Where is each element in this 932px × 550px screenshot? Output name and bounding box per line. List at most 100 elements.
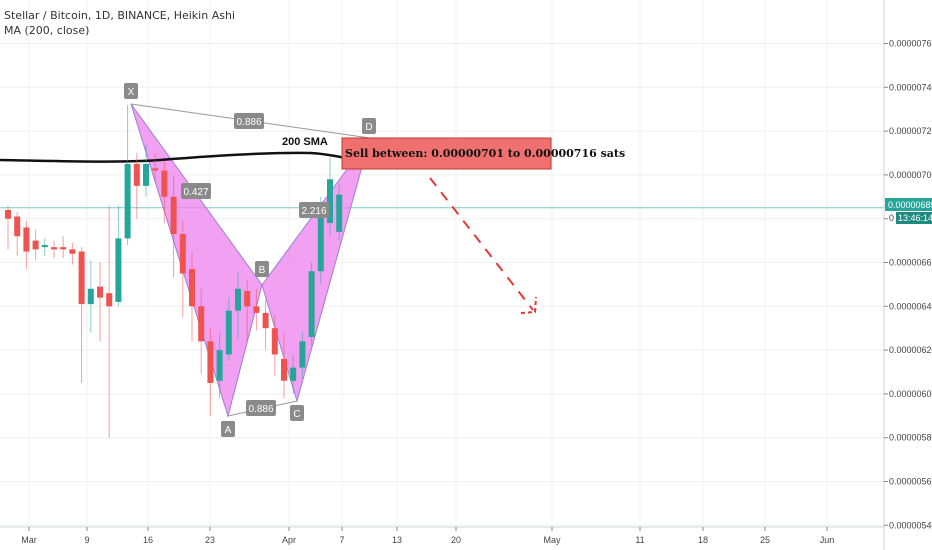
ratio-label: 0.886 <box>236 117 261 128</box>
candle-body <box>281 358 287 381</box>
ratio-label: 0.427 <box>183 187 208 198</box>
candle-body <box>299 341 306 368</box>
x-tick-label: May <box>543 535 561 545</box>
y-tick-label: 0.00000760 <box>889 39 932 49</box>
candle-body <box>78 251 85 305</box>
x-tick-label: 18 <box>698 535 708 545</box>
pattern-triangle-xab <box>130 103 263 418</box>
ratio-box <box>246 400 276 416</box>
candle-body <box>115 238 122 302</box>
point-label-box-B <box>255 261 269 277</box>
point-label-box-D <box>362 118 376 134</box>
projection-arrow <box>429 177 537 314</box>
candle-body <box>97 286 103 298</box>
y-tick-label: 0.00000700 <box>889 170 932 180</box>
x-tick-label: Mar <box>21 535 37 545</box>
candle-body <box>235 288 241 311</box>
y-tick-label: 0.00000720 <box>889 126 932 136</box>
candle-body <box>225 310 232 355</box>
candle-body <box>262 312 269 329</box>
candle-body <box>23 227 30 252</box>
pattern-labels: X A B C D 0.886 0.427 0.886 2.216 Sell between: 0… <box>124 83 625 437</box>
candle-body <box>106 293 113 307</box>
sma-line: 200 SMA <box>0 136 356 163</box>
y-tick-label: 0.00000620 <box>889 345 932 355</box>
candles <box>5 104 343 438</box>
candle-body <box>253 306 260 313</box>
x-axis[interactable]: Mar 9 16 23 Apr 7 13 20 May 11 18 25 Jun <box>0 526 884 545</box>
candle-body <box>308 271 315 337</box>
point-label-box-C <box>290 405 304 421</box>
x-tick-label: 11 <box>635 535 644 545</box>
y-tick-label: 0.00000600 <box>889 389 932 399</box>
candle-body <box>60 247 67 250</box>
symbol-title: Stellar / Bitcoin, 1D, BINANCE, Heikin A… <box>4 9 235 22</box>
sma-200-line <box>0 151 356 163</box>
candle-body <box>69 249 76 254</box>
point-label-D: D <box>365 122 372 133</box>
countdown-tag <box>896 212 932 224</box>
harmonic-pattern <box>130 103 371 418</box>
candle-body <box>198 306 205 342</box>
candle-body <box>41 244 48 248</box>
x-tick-label: Jun <box>820 535 835 545</box>
candle-body <box>170 196 177 235</box>
ratio-label: 0.886 <box>248 404 273 415</box>
sell-box <box>341 137 552 170</box>
candle-body <box>207 341 214 383</box>
candle-body <box>87 288 94 305</box>
grid <box>0 0 884 527</box>
ratio-box <box>234 113 264 129</box>
x-tick-label: 16 <box>143 535 153 545</box>
ratio-box <box>299 202 329 218</box>
candle-body <box>152 168 159 171</box>
candle-body <box>271 328 278 355</box>
x-tick-label: 25 <box>760 535 770 545</box>
candle-body <box>189 269 195 307</box>
y-tick-label: 0.00000580 <box>889 433 932 443</box>
x-tick-label: Apr <box>282 535 296 545</box>
x-tick-label: 20 <box>451 535 461 545</box>
candle-body <box>161 170 168 197</box>
point-label-X: X <box>128 87 135 98</box>
price-tag-label: 0.00000685 <box>888 200 932 210</box>
sell-annotation: Sell between: 0.00000701 to 0.00000716 s… <box>345 147 625 160</box>
y-tick-label: 0.00000560 <box>889 477 932 487</box>
candle-body <box>133 163 140 186</box>
candle-body <box>51 247 57 250</box>
indicator-title: MA (200, close) <box>4 24 90 37</box>
candle-body <box>32 240 39 250</box>
point-label-A: A <box>225 425 232 436</box>
candle-body <box>290 367 297 381</box>
y-tick-label-partial: 0 <box>889 213 894 223</box>
candle-body <box>143 163 149 186</box>
y-axis[interactable]: 0.00000760 0.00000740 0.00000720 0.00000700… <box>883 0 932 550</box>
candle-body <box>216 350 223 381</box>
countdown-label: 13:46:14 <box>898 213 932 223</box>
price-tag <box>885 198 932 211</box>
candle-body <box>124 163 131 239</box>
x-tick-label: 23 <box>205 535 215 545</box>
x-tick-label: 13 <box>392 535 402 545</box>
point-label-C: C <box>293 409 300 420</box>
point-label-box-X <box>124 83 138 99</box>
pattern-triangle-bcd <box>261 137 371 403</box>
x-tick-label: 9 <box>84 535 89 545</box>
ratio-box <box>181 183 211 199</box>
point-label-B: B <box>259 265 266 276</box>
candle-body <box>336 194 343 232</box>
ratio-label: 2.216 <box>301 206 326 217</box>
sma-label: 200 SMA <box>282 136 328 148</box>
arrow-line <box>429 177 534 311</box>
y-tick-label: 0.00000740 <box>889 82 932 92</box>
point-label-box-A <box>221 421 235 437</box>
candle-body <box>179 234 186 274</box>
candle-body <box>244 290 251 307</box>
arrow-head <box>520 296 537 314</box>
y-tick-label: 0.00000540 <box>889 520 932 530</box>
y-tick-label: 0.00000660 <box>889 258 932 268</box>
x-tick-label: 7 <box>339 535 344 545</box>
candle-body <box>327 179 333 224</box>
y-tick-label: 0.00000640 <box>889 301 932 311</box>
